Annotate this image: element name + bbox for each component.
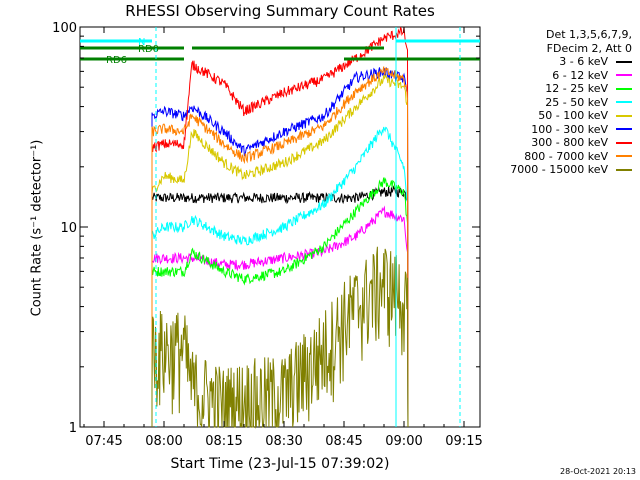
legend-label: 7000 - 15000 keV <box>510 163 608 176</box>
x-axis-label: Start Time (23-Jul-15 07:39:02) <box>170 456 390 472</box>
y-axis-label: Count Rate (s⁻¹ detector⁻¹) <box>29 139 45 317</box>
x-tick-label: 09:00 <box>385 434 422 449</box>
series-line-50-100-kev <box>151 73 409 428</box>
series-50-100-kev <box>151 73 409 428</box>
legend-label: 12 - 25 keV <box>545 82 608 95</box>
series-7000-15000-kev <box>151 246 409 429</box>
legend-header-line: Det 1,3,5,6,7,9, <box>545 28 632 41</box>
x-tick-label: 07:45 <box>85 434 122 449</box>
legend-label: 100 - 300 keV <box>531 122 608 136</box>
series-12-25-kev <box>151 176 409 428</box>
series-line-6-12-kev <box>151 205 409 428</box>
legend-entry-3-6-kev: 3 - 6 keV <box>510 55 632 69</box>
series-line-12-25-kev <box>151 176 409 428</box>
status-bar-label-rd6: RD6 <box>106 55 127 66</box>
y-tick-label: 10 <box>60 221 77 236</box>
series-line-25-50-kev <box>151 126 409 428</box>
legend-swatch <box>616 87 632 90</box>
plot-frame <box>79 26 481 428</box>
legend-entry-6-12-kev: 6 - 12 keV <box>510 69 632 83</box>
x-tick-label: 08:30 <box>265 434 302 449</box>
x-tick-label: 08:00 <box>145 434 182 449</box>
legend-entry-50-100-kev: 50 - 100 keV <box>510 109 632 123</box>
legend-label: 25 - 50 keV <box>545 95 608 109</box>
legend-label: 300 - 800 keV <box>531 136 608 149</box>
legend-label: 800 - 7000 keV <box>524 149 608 163</box>
axes-layer: 07:45 08:00 08:15 08:30 08:45 09:00 09:15 1 10 10… <box>52 21 483 449</box>
legend-label: 3 - 6 keV <box>559 55 608 68</box>
series-100-300-kev <box>151 67 409 428</box>
legend-swatch <box>616 128 632 131</box>
legend-label: 50 - 100 keV <box>538 109 608 122</box>
legend-header-line: FDecim 2, Att 0 <box>546 41 632 55</box>
x-tick-label: 09:15 <box>445 434 482 449</box>
legend-swatch <box>616 155 632 158</box>
legend-swatch <box>616 114 632 117</box>
legend-swatch <box>616 168 632 171</box>
x-tick-label: 08:15 <box>205 434 242 449</box>
series-line-3-6-kev <box>151 185 409 428</box>
status-bar-label-rd0: RD0 <box>138 44 159 55</box>
legend-entry-100-300-kev: 100 - 300 keV <box>510 123 632 137</box>
legend-swatch <box>616 101 632 104</box>
series-line-7000-15000-kev <box>151 246 409 429</box>
legend-label: 6 - 12 keV <box>552 68 608 82</box>
legend-entry-800-7000-kev: 800 - 7000 keV <box>510 150 632 164</box>
legend-swatch <box>616 60 632 63</box>
series-3-6-kev <box>151 185 409 428</box>
vertical-lines-layer <box>155 27 461 427</box>
y-tick-label: 1 <box>69 421 77 436</box>
legend-swatch <box>616 141 632 144</box>
series-25-50-kev <box>151 126 409 428</box>
series-layer <box>151 26 409 429</box>
plot-timestamp: 28-Oct-2021 20:13 <box>560 467 636 476</box>
series-800-7000-kev <box>151 66 409 428</box>
legend-swatch <box>616 74 632 77</box>
series-line-800-7000-kev <box>151 66 409 428</box>
series-6-12-kev <box>151 205 409 428</box>
legend-entry-12-25-kev: 12 - 25 keV <box>510 82 632 96</box>
legend-entry-25-50-kev: 25 - 50 keV <box>510 96 632 110</box>
legend-entry-300-800-kev: 300 - 800 keV <box>510 136 632 150</box>
status-bar-label-n: N <box>138 37 145 48</box>
series-line-100-300-kev <box>151 67 409 428</box>
series-300-800-kev <box>151 26 409 428</box>
x-tick-label: 08:45 <box>325 434 362 449</box>
legend-entry-7000-15000-kev: 7000 - 15000 keV <box>510 163 632 177</box>
chart-title: RHESSI Observing Summary Count Rates <box>125 2 435 20</box>
series-line-300-800-kev <box>151 26 409 428</box>
y-tick-label: 100 <box>52 21 77 36</box>
